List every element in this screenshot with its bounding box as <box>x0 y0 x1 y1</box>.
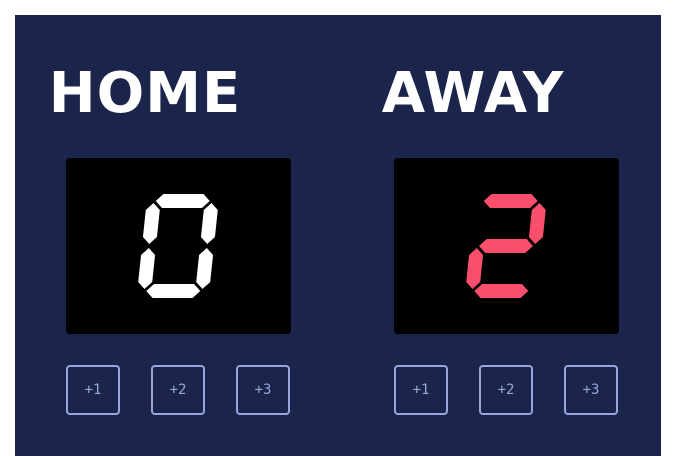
away-title: AWAY <box>381 61 565 126</box>
home-score-digit <box>138 194 218 298</box>
home-segment-lower-left <box>138 248 156 289</box>
home-segment-upper-right <box>200 203 218 244</box>
away-segment-upper-right <box>528 203 546 244</box>
away-segment-top <box>483 194 538 208</box>
home-add-2-button[interactable]: +2 <box>151 365 205 415</box>
home-segment-lower-right <box>196 248 214 289</box>
away-segment-middle <box>479 239 533 253</box>
home-add-1-button[interactable]: +1 <box>66 365 120 415</box>
away-add-1-button[interactable]: +1 <box>394 365 448 415</box>
home-add-3-button[interactable]: +3 <box>236 365 290 415</box>
home-score-display <box>66 158 291 334</box>
away-segment-bottom <box>474 284 529 298</box>
away-score-display <box>394 158 619 334</box>
home-segment-bottom <box>146 284 201 298</box>
away-score-digit <box>466 194 546 298</box>
away-segment-lower-left <box>466 248 484 289</box>
home-segment-top <box>155 194 210 208</box>
scoreboard: HOME +1 +2 +3 AWAY +1 +2 +3 <box>15 15 661 456</box>
away-add-3-button[interactable]: +3 <box>564 365 618 415</box>
away-add-2-button[interactable]: +2 <box>479 365 533 415</box>
home-title: HOME <box>48 61 242 126</box>
home-segment-upper-left <box>142 203 160 244</box>
